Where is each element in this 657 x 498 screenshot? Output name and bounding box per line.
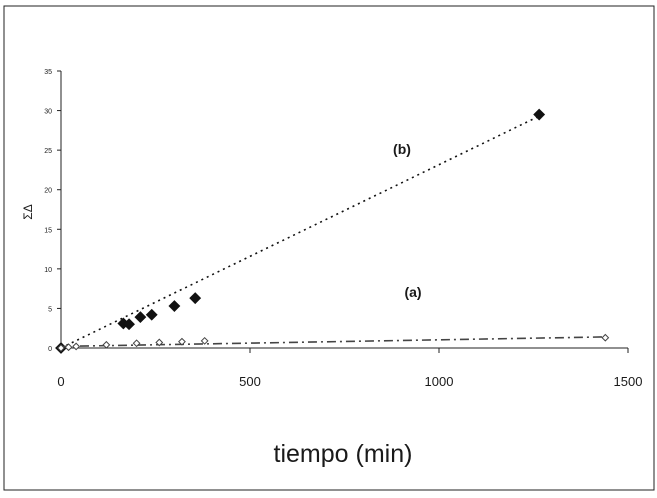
series-label-a: (a): [404, 284, 421, 300]
data-point: [155, 338, 164, 347]
data-point: [57, 344, 65, 352]
data-point: [178, 337, 186, 346]
x-axis-label: tiempo (min): [274, 440, 413, 468]
data-point: [132, 339, 141, 348]
y-tick-label: 30: [44, 109, 52, 116]
x-tick-label: 500: [239, 374, 261, 389]
data-point: [145, 308, 158, 321]
y-tick-label: 0: [48, 346, 52, 353]
y-tick-label: 10: [44, 267, 52, 274]
x-tick-label: 0: [57, 374, 64, 389]
y-tick-label: 5: [48, 306, 52, 313]
data-point: [123, 318, 135, 331]
y-tick-label: 35: [44, 69, 52, 76]
y-tick-label: 20: [44, 188, 52, 195]
y-tick-label: 25: [44, 148, 52, 155]
series-b: [55, 108, 546, 354]
x-tick-label: 1500: [614, 374, 643, 389]
data-point: [200, 336, 209, 345]
trend-line-b: [60, 115, 540, 349]
data-point: [64, 343, 73, 352]
data-point: [189, 292, 202, 305]
y-tick-label: 15: [44, 227, 52, 234]
data-point: [72, 342, 81, 351]
data-point: [134, 311, 147, 324]
data-point: [601, 333, 610, 342]
data-point: [102, 340, 111, 349]
x-tick-label: 1000: [425, 374, 454, 389]
data-point: [168, 300, 181, 312]
series-label-b: (b): [393, 141, 411, 157]
data-point: [533, 108, 546, 121]
outer-border: [3, 5, 655, 491]
y-axis-label: ΣΔ: [21, 204, 35, 219]
axes: 0 5 10 15 20 25 30 35 0 500 1000 1500: [44, 69, 642, 389]
series-a: [57, 333, 610, 352]
trend-line-a: [60, 336, 606, 348]
